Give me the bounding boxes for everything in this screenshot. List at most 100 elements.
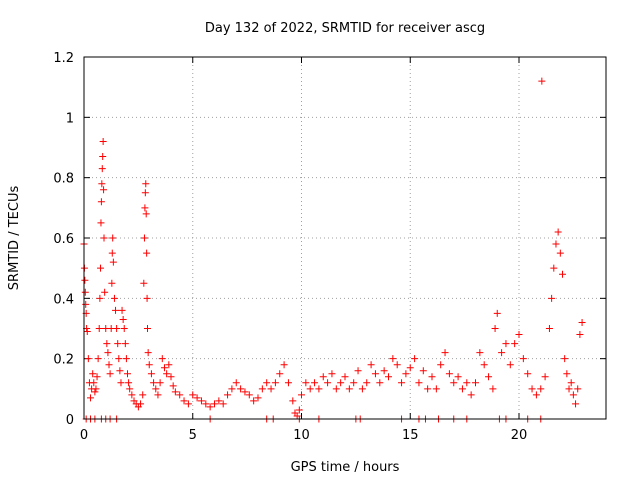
data-point bbox=[152, 385, 160, 393]
data-point bbox=[140, 234, 148, 242]
data-point bbox=[87, 394, 95, 402]
data-point bbox=[565, 385, 573, 393]
y-tick-label: 0 bbox=[66, 413, 74, 428]
data-point bbox=[276, 370, 284, 378]
data-point bbox=[137, 400, 145, 408]
data-point bbox=[165, 361, 173, 369]
data-point bbox=[197, 397, 205, 405]
data-point bbox=[398, 379, 406, 387]
data-point bbox=[541, 373, 549, 381]
data-point bbox=[358, 385, 366, 393]
data-point bbox=[480, 361, 488, 369]
data-point bbox=[109, 234, 117, 242]
x-axis-label: GPS time / hours bbox=[291, 460, 400, 475]
data-point bbox=[125, 379, 133, 387]
grid-lines bbox=[84, 57, 606, 419]
data-point bbox=[144, 349, 152, 357]
data-point bbox=[337, 379, 345, 387]
data-point bbox=[376, 379, 384, 387]
data-point bbox=[241, 388, 249, 396]
data-point bbox=[121, 340, 129, 348]
data-point bbox=[93, 373, 101, 381]
data-point bbox=[341, 373, 349, 381]
data-point bbox=[163, 370, 171, 378]
data-point bbox=[576, 331, 584, 339]
data-point bbox=[82, 300, 90, 308]
y-tick-label: 1 bbox=[66, 111, 74, 126]
data-point bbox=[506, 361, 514, 369]
y-tick-label: 0.2 bbox=[53, 353, 74, 368]
data-point bbox=[224, 391, 232, 399]
data-point bbox=[176, 391, 184, 399]
data-point bbox=[100, 186, 108, 194]
data-point bbox=[467, 391, 475, 399]
data-point bbox=[89, 370, 97, 378]
data-point bbox=[97, 219, 105, 227]
data-point bbox=[389, 355, 397, 363]
data-point bbox=[493, 309, 501, 317]
data-point bbox=[502, 340, 510, 348]
data-point bbox=[81, 276, 89, 284]
y-tick-label: 1.2 bbox=[53, 51, 74, 66]
data-point bbox=[415, 379, 423, 387]
data-point bbox=[144, 325, 152, 332]
plot-frame bbox=[83, 56, 607, 420]
data-point bbox=[538, 77, 546, 85]
chart-title: Day 132 of 2022, SRMTID for receiver asc… bbox=[205, 21, 485, 36]
data-point bbox=[393, 361, 401, 369]
data-point bbox=[206, 403, 214, 411]
data-point bbox=[406, 364, 414, 372]
data-point bbox=[90, 379, 98, 387]
data-point bbox=[350, 379, 358, 387]
data-point bbox=[532, 391, 540, 399]
data-point bbox=[101, 288, 109, 296]
data-point bbox=[122, 355, 130, 363]
data-point bbox=[289, 397, 297, 405]
data-point bbox=[561, 355, 569, 363]
data-point bbox=[511, 340, 519, 348]
data-point bbox=[263, 379, 271, 387]
data-point bbox=[306, 385, 314, 393]
data-point bbox=[211, 400, 218, 408]
y-tick-label: 0.8 bbox=[53, 172, 74, 187]
data-point bbox=[572, 400, 580, 408]
x-tick-label: 10 bbox=[293, 428, 310, 443]
data-point bbox=[150, 379, 158, 387]
data-point bbox=[554, 228, 562, 236]
data-point bbox=[437, 361, 445, 369]
data-points bbox=[80, 77, 586, 423]
data-point bbox=[180, 397, 188, 405]
data-point bbox=[119, 315, 127, 323]
x-tick-label: 20 bbox=[511, 428, 528, 443]
data-point bbox=[315, 385, 323, 393]
data-point bbox=[258, 385, 266, 393]
data-point bbox=[184, 400, 192, 408]
data-point bbox=[232, 379, 240, 387]
y-tick-label: 0.4 bbox=[53, 292, 74, 307]
data-point bbox=[271, 379, 279, 387]
data-point bbox=[402, 370, 410, 378]
data-point bbox=[563, 370, 571, 378]
data-point bbox=[485, 373, 493, 381]
data-point bbox=[215, 397, 223, 405]
data-point bbox=[142, 180, 150, 188]
data-point bbox=[110, 294, 118, 302]
data-point bbox=[169, 382, 177, 390]
x-tick-label: 15 bbox=[402, 428, 419, 443]
data-point bbox=[280, 361, 288, 369]
data-point bbox=[160, 364, 168, 372]
data-point bbox=[126, 385, 134, 393]
data-point bbox=[371, 370, 379, 378]
data-point bbox=[143, 249, 151, 257]
data-point bbox=[108, 249, 116, 257]
data-point bbox=[432, 385, 440, 393]
data-point bbox=[228, 385, 236, 393]
data-point bbox=[94, 355, 102, 363]
data-point bbox=[141, 189, 149, 197]
data-point bbox=[445, 370, 453, 378]
data-point bbox=[528, 385, 536, 393]
data-point bbox=[363, 379, 371, 387]
data-point bbox=[142, 210, 150, 218]
data-point bbox=[380, 367, 388, 375]
